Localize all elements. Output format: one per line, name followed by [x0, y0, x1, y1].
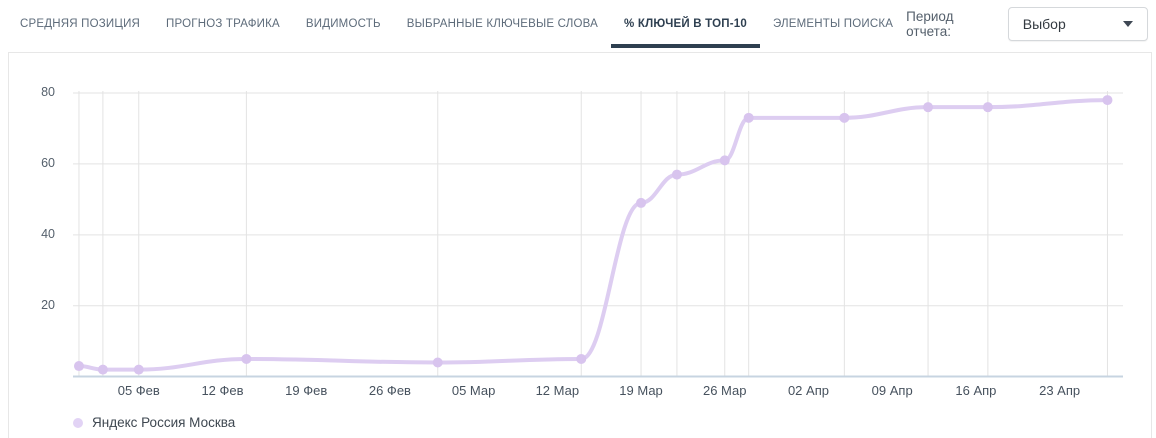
x-tick-label: 12 Мар	[535, 383, 580, 398]
data-point-marker[interactable]	[743, 112, 754, 123]
data-point-marker[interactable]	[923, 102, 934, 113]
tab-keys-in-top10[interactable]: % КЛЮЧЕЙ В ТОП-10	[611, 0, 760, 48]
chevron-down-icon	[1123, 21, 1133, 27]
data-point-marker[interactable]	[719, 155, 730, 166]
active-tab-indicator	[611, 44, 760, 48]
x-tick-label: 12 Фев	[201, 383, 244, 398]
x-tick-label: 19 Мар	[619, 383, 663, 398]
report-tabs-bar: СРЕДНЯЯ ПОЗИЦИЯ ПРОГНОЗ ТРАФИКА ВИДИМОСТЬ В…	[0, 0, 1156, 48]
x-tick-label: 23 Апр	[1039, 383, 1081, 398]
tab-traffic-forecast[interactable]: ПРОГНОЗ ТРАФИКА	[166, 18, 280, 30]
data-point-marker[interactable]	[839, 112, 850, 123]
x-tick-label: 19 Фев	[285, 383, 328, 398]
legend-item[interactable]: Яндекс Россия Москва	[73, 415, 235, 430]
tab-search-elements[interactable]: ЭЛЕМЕНТЫ ПОИСКА	[772, 18, 894, 30]
data-point-marker[interactable]	[97, 364, 108, 375]
chart-card: Яндекс Россия Москва 20 40 60 80 05 Фев 12 Фе…	[8, 52, 1152, 438]
y-tick-label: 40	[41, 226, 55, 241]
data-point-marker[interactable]	[671, 169, 682, 180]
x-tick-label: 05 Мар	[451, 383, 496, 398]
data-point-marker[interactable]	[1102, 95, 1113, 106]
data-point-marker[interactable]	[432, 357, 443, 368]
data-point-marker[interactable]	[636, 197, 647, 208]
tab-selected-keywords[interactable]: ВЫБРАННЫЕ КЛЮЧЕВЫЕ СЛОВА	[406, 18, 599, 30]
data-point-marker[interactable]	[982, 102, 993, 113]
x-tick-label: 16 Апр	[955, 383, 997, 398]
legend-label: Яндекс Россия Москва	[92, 415, 236, 430]
tab-visibility[interactable]: ВИДИМОСТЬ	[305, 18, 381, 30]
legend-marker-icon	[73, 417, 83, 428]
data-point-marker[interactable]	[73, 361, 84, 372]
report-period-group: Период отчета: Выбор	[906, 7, 1148, 41]
x-tick-label: 26 Мар	[702, 383, 747, 398]
data-point-marker[interactable]	[133, 364, 144, 375]
chart-plot	[73, 91, 1123, 378]
report-period-select[interactable]: Выбор	[1007, 7, 1148, 41]
report-period-label: Период отчета:	[906, 9, 954, 39]
y-tick-label: 60	[41, 155, 55, 170]
data-point-marker[interactable]	[241, 353, 252, 364]
data-point-marker[interactable]	[576, 353, 587, 364]
x-tick-label: 02 Апр	[787, 383, 829, 398]
report-period-value: Выбор	[1022, 16, 1066, 32]
y-tick-label: 20	[41, 297, 55, 312]
x-tick-label: 05 Фев	[117, 383, 160, 398]
tab-average-position[interactable]: СРЕДНЯЯ ПОЗИЦИЯ	[20, 18, 141, 30]
x-tick-label: 26 Фев	[368, 383, 411, 398]
x-tick-label: 09 Апр	[871, 383, 913, 398]
y-tick-label: 80	[41, 85, 55, 99]
